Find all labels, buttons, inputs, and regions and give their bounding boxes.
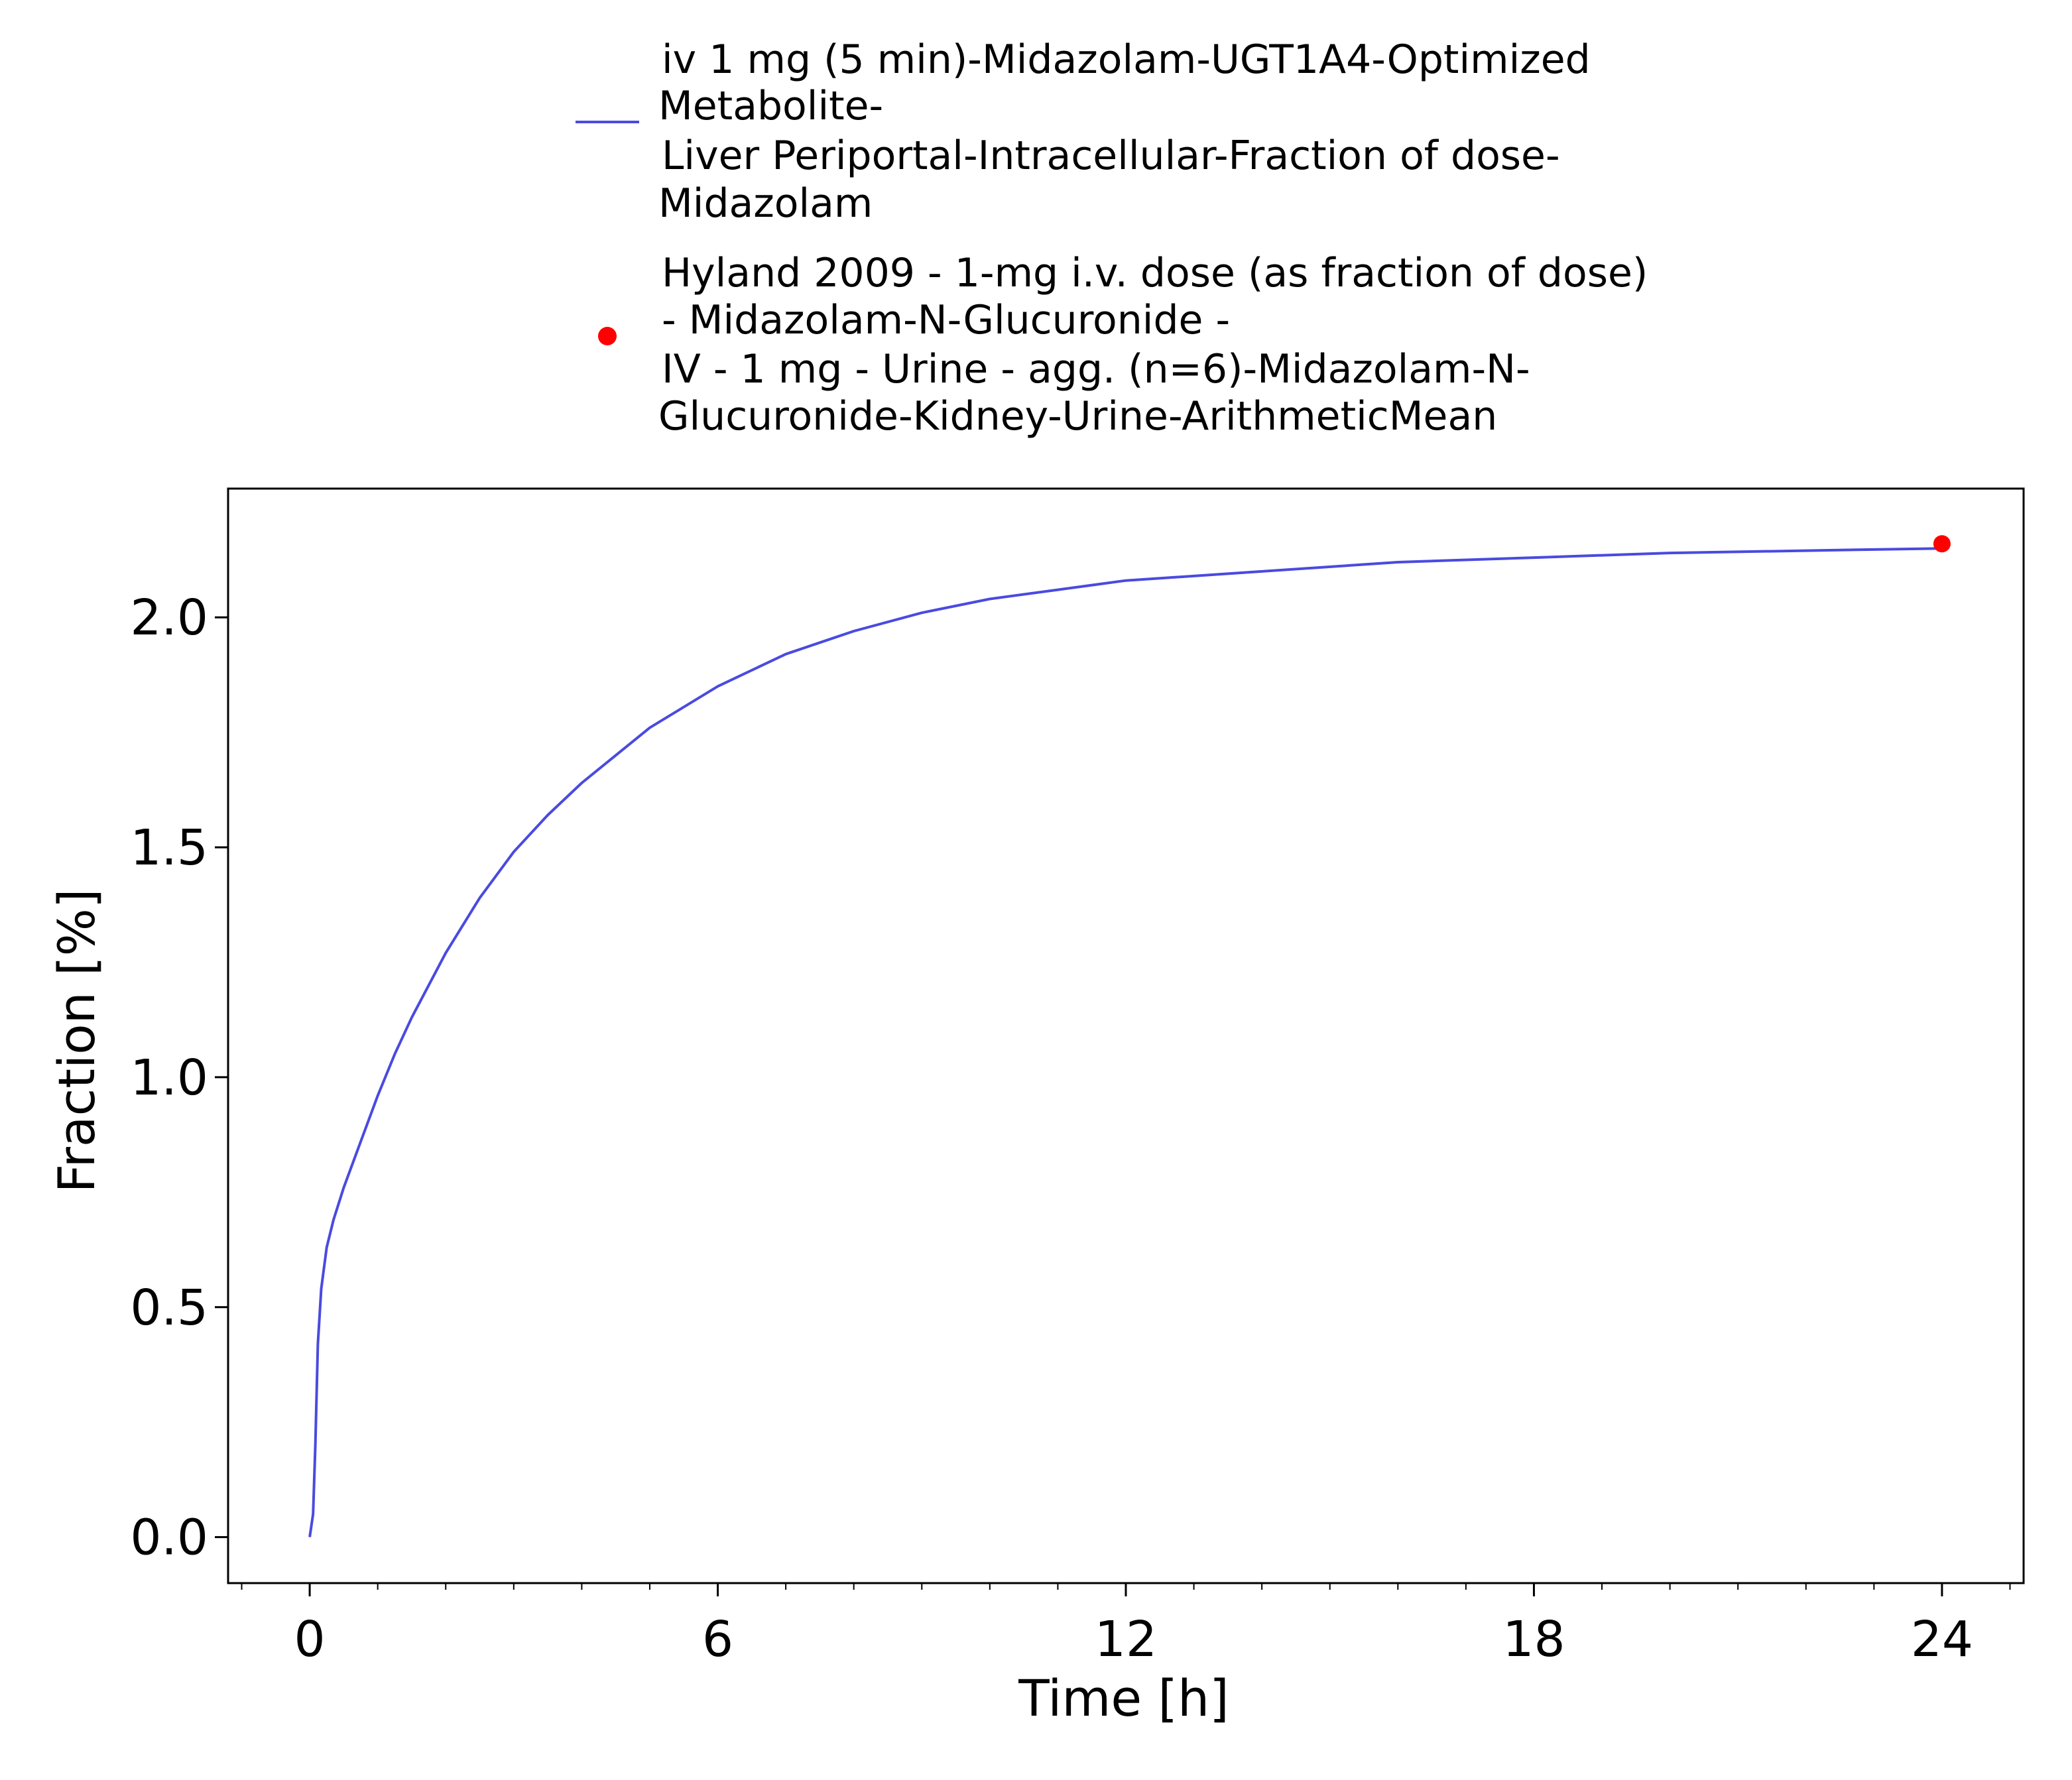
x-tick-label: 6 — [702, 1611, 733, 1668]
y-tick-label: 1.0 — [130, 1049, 208, 1106]
y-tick-label: 1.5 — [130, 819, 208, 876]
x-tick-label: 12 — [1095, 1611, 1157, 1668]
data-point — [1933, 535, 1951, 553]
legend-series-2-line-4: Glucuronide-Kidney-Urine-ArithmeticMean — [658, 393, 1497, 440]
y-tick-label: 2.0 — [130, 589, 208, 646]
plot-area — [227, 487, 2025, 1584]
legend-marker-swatch — [598, 327, 617, 345]
y-axis-label: Fraction [%] — [47, 888, 106, 1193]
x-tick-label: 24 — [1911, 1611, 1973, 1668]
x-tick-label: 0 — [294, 1611, 326, 1668]
y-tick-label: 0.5 — [130, 1279, 208, 1336]
legend-series-1-line-3: Liver Periportal-Intracellular-Fraction … — [662, 133, 1560, 179]
legend-series-1-line-2: Metabolite- — [658, 83, 883, 129]
legend-series-2-line-3: IV - 1 mg - Urine - agg. (n=6)-Midazolam… — [662, 346, 1530, 392]
x-axis-label: Time [h] — [1018, 1669, 1229, 1728]
legend-series-1-line-4: Midazolam — [658, 180, 873, 227]
legend-series-2-line-2: - Midazolam-N-Glucuronide - — [662, 297, 1230, 343]
x-axis: 0 6 12 18 24 — [241, 1583, 2011, 1668]
x-tick-label: 18 — [1502, 1611, 1565, 1668]
series-line-1 — [308, 547, 1942, 1537]
y-tick-label: 0.0 — [130, 1510, 208, 1567]
legend: iv 1 mg (5 min)-Midazolam-UGT1A4-Optimiz… — [576, 36, 1648, 440]
legend-series-2-line-1: Hyland 2009 - 1-mg i.v. dose (as fractio… — [662, 250, 1648, 296]
series-layer — [308, 535, 1951, 1537]
y-axis: 0.0 0.5 1.0 1.5 2.0 — [130, 589, 228, 1567]
legend-series-1-line-1: iv 1 mg (5 min)-Midazolam-UGT1A4-Optimiz… — [662, 36, 1591, 83]
